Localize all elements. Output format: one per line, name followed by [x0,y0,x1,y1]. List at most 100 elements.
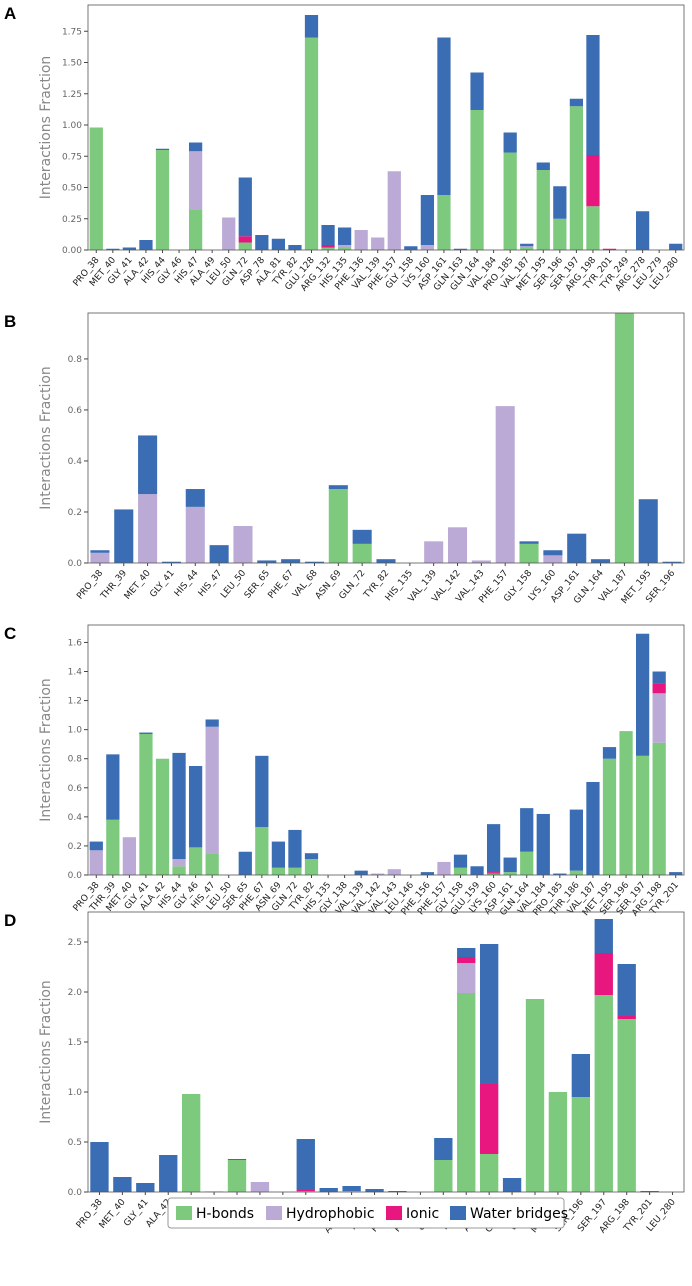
bar-segment [172,752,186,860]
bar-segment [354,230,368,250]
bar-segment [288,867,302,875]
bar-segment [89,850,103,875]
bar-segment [457,993,476,1192]
bar-segment [371,237,385,250]
bar-segment [90,552,110,563]
bar-segment [424,541,444,563]
bar-segment [571,1097,591,1192]
bar-segment [328,485,348,490]
y-tick-label: 0.6 [68,784,83,794]
bar-segment [155,758,170,875]
y-tick-label: 0.75 [62,152,82,162]
bar-segment [257,560,277,563]
bar-segment [337,247,352,250]
bar-segment [503,872,517,875]
bar-segment [172,866,186,875]
bar-segment [387,869,401,875]
y-tick-label: 1.25 [62,90,82,100]
y-tick-label: 0.8 [68,755,83,765]
bar-segment [437,37,451,195]
bar-segment [594,919,613,953]
bar-segment [365,1189,384,1192]
bar-segment [520,243,534,247]
y-tick-label: 0.6 [68,406,83,416]
bar-segment [250,1182,270,1192]
bar-segment [222,217,236,250]
panel-label: C [4,624,16,643]
bar-segment [205,853,219,875]
bar-segment [553,218,567,250]
plot-frame [87,312,685,564]
bar-segment [227,1160,247,1192]
bar-segment [255,755,269,828]
bar-segment [209,545,229,563]
y-tick-label: 0.2 [68,508,82,518]
bar-segment [437,195,451,250]
bar-segment [520,808,534,852]
bar-segment [188,151,203,210]
bar-segment [122,247,137,250]
plot-frame [87,911,685,1193]
bar-segment [352,529,372,544]
bar-segment [503,857,517,873]
legend-label: H-bonds [196,1206,254,1222]
bar-segment [328,489,348,563]
bar-segment [321,247,335,250]
bar-segment [569,106,584,250]
bar-segment [548,1092,568,1192]
bar-segment [470,866,484,875]
y-tick-label: 1.5 [68,1038,82,1048]
bar-segment [569,809,584,871]
bar-segment [652,683,666,694]
panel-label: A [4,4,16,23]
y-tick-label: 0.0 [68,559,83,569]
bar-segment [89,127,103,250]
legend-label: Ionic [406,1206,439,1222]
bar-segment [296,1191,315,1192]
bar-segment [185,489,205,507]
bar-segment [536,813,550,875]
y-tick-label: 1.0 [68,1088,83,1098]
y-tick-label: 0.0 [68,1188,83,1198]
bar-segment [614,313,634,563]
bar-segment [188,847,203,875]
bar-segment [106,754,120,820]
bar-segment [457,948,476,957]
y-tick-label: 0.50 [62,184,82,194]
bar-segment [553,873,567,875]
bar-segment [304,561,325,563]
bar-segment [594,953,613,995]
bar-segment [138,435,158,495]
bar-segment [238,177,252,237]
bar-segment [619,731,633,875]
bar-segment [602,248,617,250]
bar-segment [543,555,563,563]
bar-segment [652,742,666,875]
bar-segment [486,873,501,875]
bar-segment [188,142,203,152]
bar-segment [255,235,269,250]
bar-segment [304,853,319,860]
bar-segment [569,98,584,107]
bar-segment [420,872,435,875]
bar-segment [437,861,451,875]
y-tick-label: 1.0 [68,726,83,736]
plot-frame [87,4,685,251]
bar-segment [520,246,534,248]
y-tick-label: 2.0 [68,988,83,998]
bar-segment [586,206,600,250]
bar-segment [296,1190,315,1191]
legend-frame [167,1197,565,1229]
bar-segment [113,1177,132,1192]
bar-segment [371,873,385,875]
bar-segment [238,242,252,250]
y-axis-label: Interactions Fraction [38,366,54,510]
bar-segment [525,999,545,1192]
bar-segment [106,819,120,875]
bar-segment [227,1159,247,1160]
bar-segment [495,406,515,563]
x-tick-label: GLY_41 [148,569,176,600]
y-tick-label: 2.5 [68,938,82,948]
x-tick-label: PHE_67 [267,569,296,601]
legend-swatch [386,1206,402,1220]
